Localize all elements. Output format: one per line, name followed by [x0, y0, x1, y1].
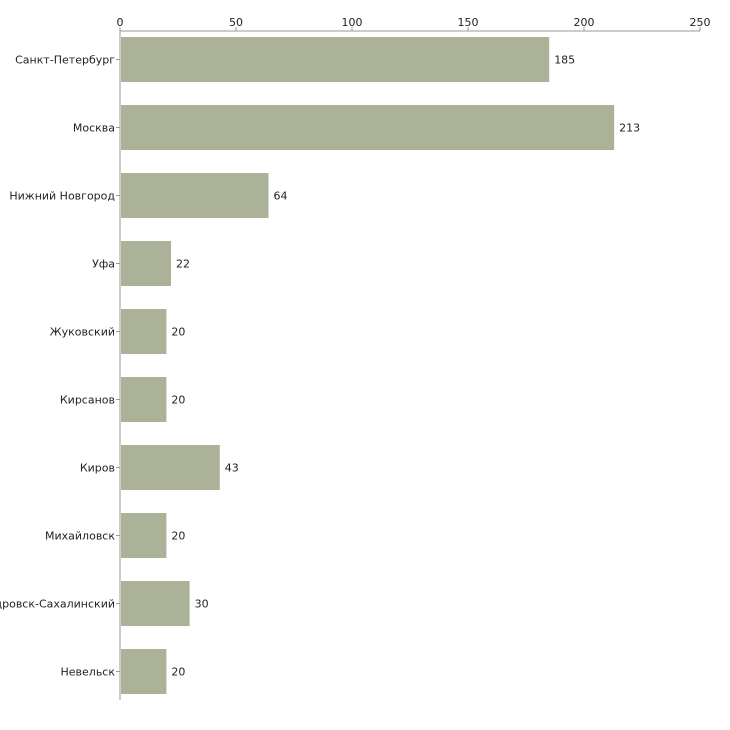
value-label: 185: [554, 54, 575, 67]
category-label: Кирсанов: [60, 394, 115, 407]
category-label: Жуковский: [50, 326, 115, 339]
bars: [121, 37, 615, 694]
bar: [121, 377, 167, 422]
value-label: 213: [619, 122, 640, 135]
bar: [121, 105, 615, 150]
x-tick-label: 100: [342, 16, 363, 29]
x-tick-label: 0: [117, 16, 124, 29]
x-tick-label: 150: [458, 16, 479, 29]
x-tick-label: 200: [574, 16, 595, 29]
bar: [121, 581, 190, 626]
category-label: Москва: [73, 122, 115, 135]
bar: [121, 173, 269, 218]
category-label: Александровск-Сахалинский: [0, 598, 115, 611]
value-label: 43: [225, 462, 239, 475]
bar: [121, 241, 172, 286]
category-label: Киров: [80, 462, 115, 475]
value-label: 20: [171, 530, 185, 543]
bar: [121, 309, 167, 354]
value-label: 30: [195, 598, 209, 611]
value-label: 20: [171, 394, 185, 407]
category-label: Нижний Новгород: [9, 190, 115, 203]
bar: [121, 445, 220, 490]
x-tick-label: 50: [229, 16, 243, 29]
bar: [121, 649, 167, 694]
category-label: Невельск: [61, 666, 116, 679]
x-tick-label: 250: [690, 16, 711, 29]
value-label: 64: [273, 190, 287, 203]
value-label: 20: [171, 326, 185, 339]
x-axis: 0 50 100 150 200 250: [116, 16, 711, 700]
category-label: Михайловск: [45, 530, 115, 543]
value-label: 20: [171, 666, 185, 679]
bar: [121, 37, 550, 82]
labels: Санкт-Петербург 185 Москва 213 Нижний Новгор…: [0, 54, 640, 679]
bar: [121, 513, 167, 558]
value-label: 22: [176, 258, 190, 271]
category-label: Санкт-Петербург: [15, 54, 115, 67]
category-label: Уфа: [92, 258, 115, 271]
